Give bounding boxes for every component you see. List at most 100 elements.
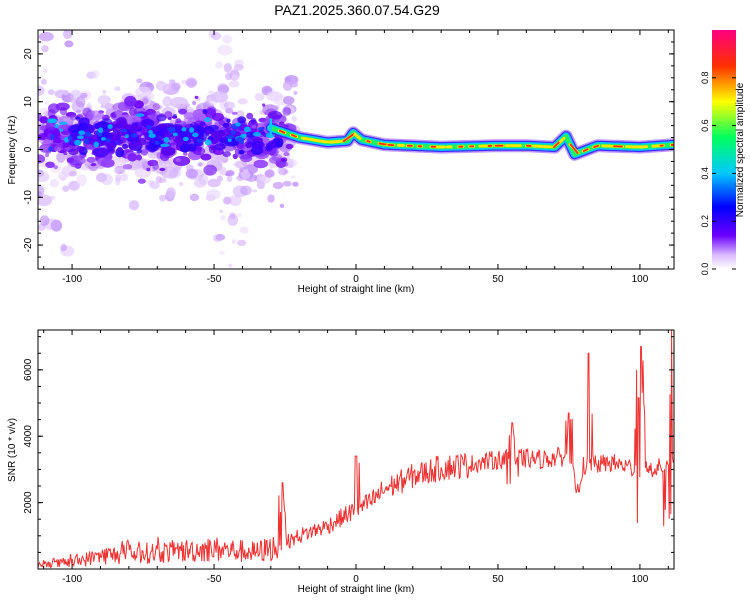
spectrogram-hotspot bbox=[74, 139, 82, 146]
spectrogram-blob bbox=[264, 169, 275, 178]
spectrogram-blob bbox=[144, 136, 151, 140]
spectrogram-blob bbox=[62, 89, 69, 96]
spectrogram-blob bbox=[91, 70, 100, 79]
spectrogram-blob bbox=[38, 185, 45, 197]
spectrogram-blob bbox=[262, 103, 266, 107]
snr-ytick-label: 2000 bbox=[23, 491, 34, 514]
spectrogram-blob bbox=[97, 95, 111, 105]
spectrogram-blob bbox=[268, 156, 281, 164]
spectrogram-blob bbox=[266, 91, 283, 102]
spectrogram-hotspot bbox=[172, 132, 178, 137]
spectrogram-hotspot bbox=[182, 136, 189, 142]
spectrogram-blob bbox=[223, 62, 232, 73]
ridge-red-dash bbox=[291, 134, 298, 138]
colorbar-tick-label: 0.2 bbox=[700, 215, 710, 228]
spectrogram-blob bbox=[203, 164, 217, 176]
snr-xtick-label: 50 bbox=[492, 574, 504, 585]
spectrogram-blob bbox=[40, 78, 47, 85]
colorbar-tick-label: 0.6 bbox=[700, 119, 710, 132]
spectrogram-blob bbox=[168, 116, 172, 121]
spectrogram-blob bbox=[118, 137, 127, 144]
spectrogram-blob bbox=[185, 168, 198, 179]
spectrogram-blob bbox=[226, 175, 233, 183]
spectrogram-hotspot bbox=[146, 124, 153, 130]
spectrogram-blob bbox=[45, 121, 57, 131]
spectrogram-blob bbox=[142, 132, 149, 137]
spectrogram-blob bbox=[204, 99, 210, 106]
spectrogram-blob bbox=[94, 121, 111, 131]
spectrogram-xtick-label: 100 bbox=[632, 274, 649, 285]
spectrogram-blob bbox=[252, 189, 258, 193]
spectrogram-blob bbox=[218, 250, 226, 255]
spectrogram-blob bbox=[136, 78, 143, 84]
spectrogram-blob bbox=[107, 147, 114, 153]
spectrogram-blob bbox=[211, 130, 224, 138]
spectrogram-hotspot bbox=[154, 140, 160, 146]
spectrogram-blob bbox=[42, 68, 48, 73]
spectrogram-blob bbox=[61, 123, 70, 131]
spectrogram-blob bbox=[197, 162, 203, 167]
spectrogram-hotspot bbox=[85, 131, 91, 136]
spectrogram-blob bbox=[42, 144, 48, 150]
spectrogram-hotspot bbox=[58, 121, 68, 125]
spectrogram-blob bbox=[236, 213, 242, 218]
spectrogram-hotspot bbox=[163, 137, 170, 143]
spectrogram-blob bbox=[69, 114, 78, 121]
spectrogram-blob bbox=[193, 178, 207, 188]
spectrogram-blob bbox=[281, 157, 288, 163]
spectrogram-blob bbox=[289, 164, 293, 168]
spectrogram-blob bbox=[216, 175, 223, 182]
spectrogram-blob bbox=[279, 203, 285, 209]
spectrogram-blob bbox=[183, 112, 196, 120]
spectrogram-hotspot bbox=[50, 133, 55, 140]
spectrogram-blob bbox=[156, 114, 167, 122]
spectrogram-blob bbox=[75, 96, 86, 108]
spectrogram-blob bbox=[236, 110, 245, 118]
spectrogram-blob bbox=[158, 177, 167, 184]
spectrogram-hotspot bbox=[135, 113, 145, 117]
spectrogram-blob bbox=[291, 115, 297, 122]
spectrogram-blob bbox=[272, 181, 284, 190]
spectrogram-hotspot bbox=[124, 134, 129, 139]
spectrogram-blob bbox=[292, 181, 299, 187]
spectrogram-blob bbox=[76, 174, 87, 187]
spectrogram-blob bbox=[223, 101, 236, 110]
spectrogram-blob bbox=[122, 143, 129, 149]
spectrogram-blob bbox=[204, 108, 217, 119]
spectrogram-blob bbox=[76, 145, 84, 153]
spectrogram-blob bbox=[180, 140, 186, 145]
spectrogram-blob bbox=[90, 162, 97, 167]
spectrogram-blob bbox=[86, 110, 105, 121]
spectrogram-blob bbox=[228, 80, 240, 88]
spectrogram-hotspot bbox=[93, 141, 99, 148]
spectrogram-scatter-layer bbox=[38, 30, 301, 268]
spectrogram-hotspot bbox=[105, 138, 111, 143]
spectrogram-blob bbox=[210, 31, 222, 41]
spectrogram-blob bbox=[64, 40, 74, 48]
spectrogram-blob bbox=[107, 133, 113, 138]
spectrogram-blob bbox=[53, 165, 59, 170]
spectrogram-blob bbox=[115, 179, 121, 186]
spectrogram-blob bbox=[112, 102, 129, 112]
spectrogram-blob bbox=[100, 158, 115, 168]
spectrogram-blob bbox=[234, 59, 244, 68]
spectrogram-blob bbox=[215, 233, 226, 241]
spectrogram-hotspot bbox=[204, 139, 212, 146]
spectrogram-hotspot bbox=[204, 117, 211, 123]
spectrogram-blob bbox=[142, 97, 149, 105]
spectrogram-blob bbox=[47, 89, 55, 96]
spectrogram-blob bbox=[222, 34, 233, 44]
snr-background bbox=[38, 330, 674, 569]
spectrogram-blob bbox=[251, 140, 265, 149]
spectrogram-blob bbox=[111, 158, 127, 169]
spectrogram-blob bbox=[43, 134, 48, 138]
spectrogram-blob bbox=[231, 111, 238, 116]
spectrogram-blob bbox=[171, 82, 181, 91]
colorbar-gradient bbox=[712, 30, 736, 269]
spectrogram-blob bbox=[219, 209, 223, 214]
spectrogram-blob bbox=[149, 181, 160, 190]
spectrogram-blob bbox=[283, 152, 290, 157]
spectrogram-blob bbox=[39, 116, 49, 124]
